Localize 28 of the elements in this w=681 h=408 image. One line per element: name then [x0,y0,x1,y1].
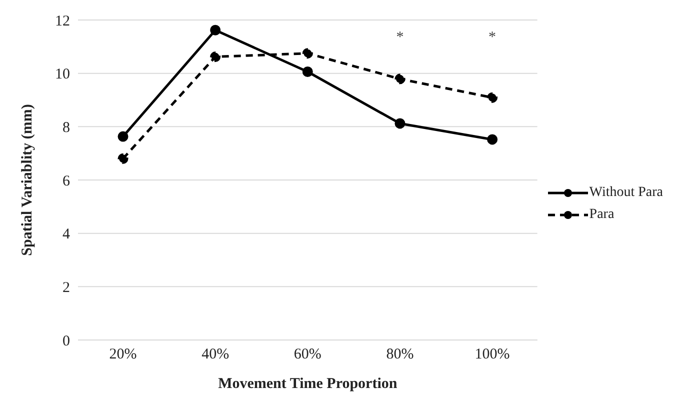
x-tick-label: 40% [202,346,230,363]
legend-label: Without Para [589,185,663,201]
y-tick-label: 6 [62,173,70,190]
annotation: * [396,29,404,46]
y-tick-label: 4 [62,226,70,243]
point [118,131,128,142]
point [394,118,406,129]
x-tick-label: 20% [109,346,137,363]
point [487,92,498,103]
x-tick-label: 80% [386,346,414,363]
annotation: * [488,29,496,46]
x-axis-title: Movement Time Proportion [218,376,398,392]
y-tick-label: 0 [62,333,70,350]
y-tick-label: 12 [55,13,70,30]
point [302,66,313,77]
point [210,24,221,36]
point [302,48,313,59]
legend-label: Para [589,207,614,223]
point [210,52,221,62]
y-tick-label: 2 [62,280,70,296]
point [118,153,128,164]
y-axis-title: Spatial Variablity (mm) [19,104,36,256]
point [487,134,498,145]
x-tick-label: 100% [474,346,510,363]
y-tick-label: 10 [55,66,70,83]
x-tick-label: 60% [294,346,322,363]
point [394,74,406,84]
y-tick-label: 8 [62,120,70,136]
